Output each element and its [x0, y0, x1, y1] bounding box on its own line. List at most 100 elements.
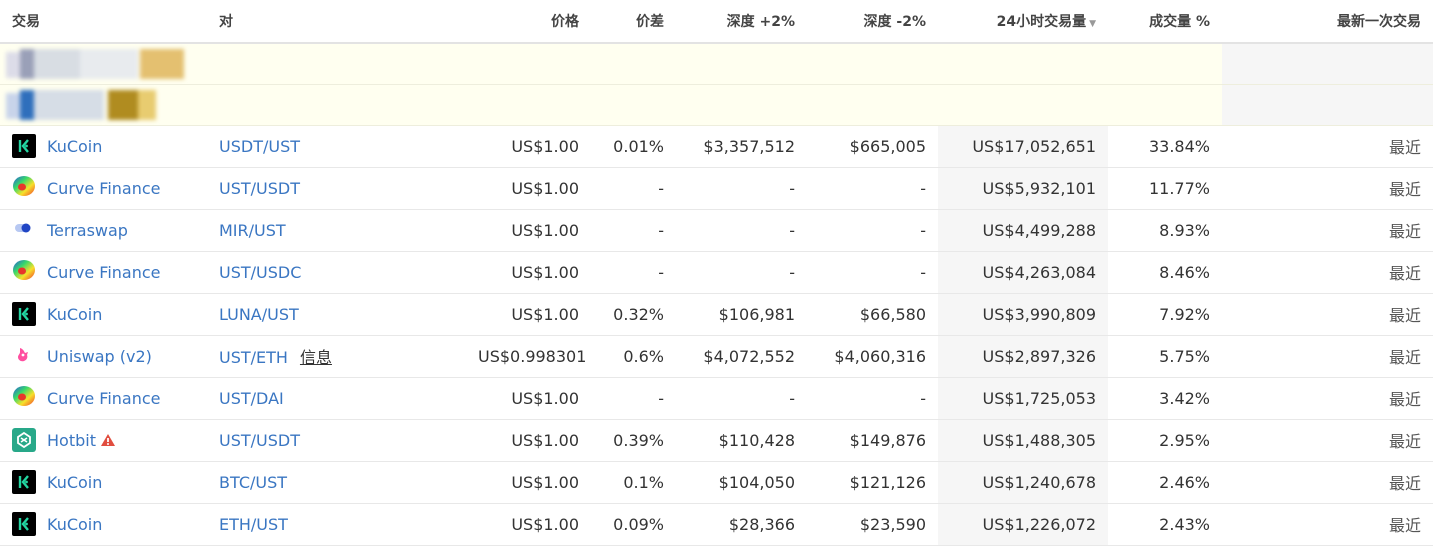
info-link[interactable]: 信息 [299, 348, 332, 367]
depth-minus-cell: - [807, 167, 938, 210]
exchange-link[interactable]: KuCoin [47, 304, 103, 324]
table-row: Curve Finance UST/DAI US$1.00- - - US$1,725,0… [0, 377, 1433, 420]
volume-pct-cell: 3.42% [1108, 377, 1222, 420]
last-traded-cell: 最近 [1222, 251, 1433, 294]
depth-plus-cell: - [676, 167, 807, 210]
table-row: Terraswap MIR/UST US$1.00- - - US$4,499,288 8.… [0, 209, 1433, 252]
volume-cell: US$17,052,651 [938, 125, 1108, 168]
volume-cell: US$3,990,809 [938, 293, 1108, 336]
pair-link[interactable]: UST/DAI [219, 388, 284, 408]
price-cell: US$1.00 [466, 419, 591, 462]
price-cell: US$1.00 [466, 209, 591, 252]
header-depth-minus[interactable]: 深度 -2% [807, 0, 938, 44]
header-spread[interactable]: 价差 [591, 0, 676, 44]
exchange-link[interactable]: Terraswap [47, 220, 128, 240]
volume-cell: US$4,263,084 [938, 251, 1108, 294]
volume-cell: US$1,725,053 [938, 377, 1108, 420]
kucoin-logo-icon [12, 511, 47, 537]
pair-link[interactable]: ETH/UST [219, 514, 288, 534]
header-pair[interactable]: 对 [207, 0, 466, 44]
spread-cell: - [591, 377, 676, 420]
exchange-cell: Terraswap [0, 209, 207, 252]
volume-pct-cell: 33.84% [1108, 125, 1222, 168]
pair-cell: ETH/UST [207, 503, 466, 546]
terraswap-logo-icon [12, 216, 47, 244]
spread-cell: - [591, 209, 676, 252]
price-cell: US$0.998301 [466, 335, 591, 378]
volume-cell: US$2,897,326 [938, 335, 1108, 378]
depth-minus-cell: $149,876 [807, 419, 938, 462]
volume-cell: US$1,226,072 [938, 503, 1108, 546]
exchange-cell: Curve Finance [0, 251, 207, 294]
exchange-link[interactable]: KuCoin [47, 514, 103, 534]
last-traded-cell: 最近 [1222, 293, 1433, 336]
sponsored-row [0, 84, 1433, 126]
pair-link[interactable]: UST/ETH [219, 348, 288, 367]
pair-link[interactable]: UST/USDT [219, 178, 300, 198]
depth-minus-cell: - [807, 377, 938, 420]
exchange-cell: Uniswap (v2) [0, 335, 207, 378]
depth-plus-cell: - [676, 377, 807, 420]
pair-cell: MIR/UST [207, 209, 466, 252]
pair-cell: UST/ETH 信息 [207, 335, 466, 378]
last-traded-cell: 最近 [1222, 335, 1433, 378]
exchange-cell: Curve Finance [0, 167, 207, 210]
sponsored-cell[interactable] [0, 43, 1222, 85]
blurred-ad-image [0, 85, 200, 125]
exchange-link[interactable]: Curve Finance [47, 262, 161, 282]
spread-cell: - [591, 167, 676, 210]
depth-plus-cell: $106,981 [676, 293, 807, 336]
table-row: Curve Finance UST/USDC US$1.00- - - US$4,263,… [0, 251, 1433, 294]
header-price[interactable]: 价格 [466, 0, 591, 44]
spread-cell: - [591, 251, 676, 294]
table-row: Uniswap (v2) UST/ETH 信息 US$0.998301 0.6% $4,0… [0, 335, 1433, 378]
exchange-link[interactable]: Curve Finance [47, 388, 161, 408]
volume-pct-cell: 8.46% [1108, 251, 1222, 294]
pair-link[interactable]: UST/USDC [219, 262, 302, 282]
pair-link[interactable]: USDT/UST [219, 136, 300, 156]
last-traded-cell: 最近 [1222, 209, 1433, 252]
depth-minus-cell: $66,580 [807, 293, 938, 336]
exchange-link[interactable]: Curve Finance [47, 178, 161, 198]
header-volume-pct[interactable]: 成交量 % [1108, 0, 1222, 44]
pair-link[interactable]: LUNA/UST [219, 304, 299, 324]
exchange-link[interactable]: Uniswap (v2) [47, 346, 152, 366]
header-volume[interactable]: 24小时交易量 ▼ [938, 0, 1108, 44]
header-last-traded[interactable]: 最新一次交易 [1222, 0, 1433, 44]
header-depth-plus[interactable]: 深度 +2% [676, 0, 807, 44]
depth-plus-cell: $28,366 [676, 503, 807, 546]
pair-link[interactable]: UST/USDT [219, 430, 300, 450]
depth-plus-cell: - [676, 209, 807, 252]
spread-cell: 0.32% [591, 293, 676, 336]
volume-cell: US$1,488,305 [938, 419, 1108, 462]
exchange-link[interactable]: KuCoin [47, 136, 103, 156]
last-traded-cell: 最近 [1222, 167, 1433, 210]
pair-link[interactable]: MIR/UST [219, 220, 286, 240]
header-exchange[interactable]: 交易 [0, 0, 207, 44]
last-traded-cell: 最近 [1222, 377, 1433, 420]
pair-cell: UST/USDT [207, 167, 466, 210]
pair-cell: LUNA/UST [207, 293, 466, 336]
depth-plus-cell: $4,072,552 [676, 335, 807, 378]
pair-link[interactable]: BTC/UST [219, 472, 288, 492]
depth-minus-cell: - [807, 251, 938, 294]
warning-icon [100, 433, 116, 447]
price-cell: US$1.00 [466, 377, 591, 420]
price-cell: US$1.00 [466, 293, 591, 336]
depth-plus-cell: - [676, 251, 807, 294]
volume-pct-cell: 8.93% [1108, 209, 1222, 252]
last-traded-cell: 最近 [1222, 125, 1433, 168]
spread-cell: 0.01% [591, 125, 676, 168]
exchange-cell: KuCoin [0, 503, 207, 546]
sponsored-cell[interactable] [0, 84, 1222, 126]
spread-cell: 0.1% [591, 461, 676, 504]
spread-cell: 0.6% [591, 335, 676, 378]
exchange-cell: KuCoin [0, 293, 207, 336]
pair-cell: BTC/UST [207, 461, 466, 504]
depth-minus-cell: $665,005 [807, 125, 938, 168]
price-cell: US$1.00 [466, 251, 591, 294]
exchange-link[interactable]: KuCoin [47, 472, 103, 492]
exchange-link[interactable]: Hotbit [47, 430, 96, 450]
volume-pct-cell: 2.95% [1108, 419, 1222, 462]
